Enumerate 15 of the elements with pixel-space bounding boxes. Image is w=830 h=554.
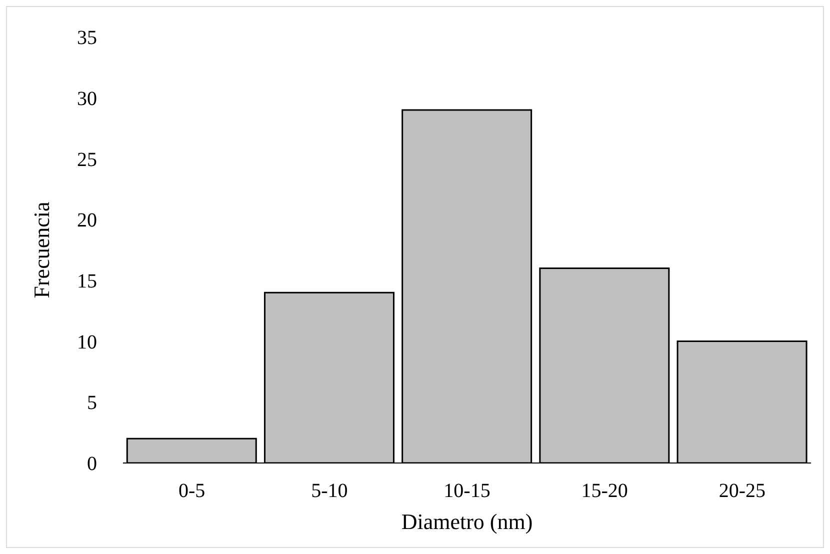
x-tick-label: 20-25 [718,480,766,502]
y-tick-label: 5 [87,392,97,414]
y-tick-label: 15 [77,270,97,293]
y-tick-label: 0 [87,453,97,476]
x-tick-label: 0-5 [178,480,206,502]
y-tick-label: 30 [77,88,97,110]
y-axis-title: Frecuencia [28,202,54,298]
y-tick-label: 25 [77,148,97,171]
y-tick-label: 20 [77,210,97,232]
x-tick-label: 5-10 [311,480,348,502]
y-tick-label: 10 [77,331,97,354]
y-tick-label: 35 [77,27,97,50]
x-tick-label: 15-20 [581,480,628,502]
x-tick-label: 10-15 [444,480,490,502]
x-axis-title: Diametro (nm) [401,509,533,534]
